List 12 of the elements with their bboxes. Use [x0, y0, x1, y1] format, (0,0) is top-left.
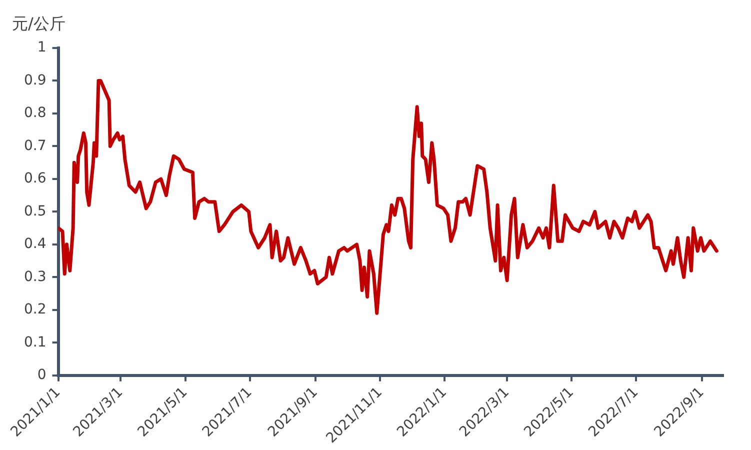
y-tick-label: 0.4 — [24, 236, 46, 252]
y-tick-label: 0.1 — [24, 334, 46, 350]
y-tick-label: 0.8 — [24, 105, 46, 122]
y-tick-label: 0 — [37, 367, 46, 383]
y-tick-label: 0.6 — [24, 170, 46, 187]
y-tick-label: 0.2 — [24, 302, 46, 318]
y-tick-label: 0.3 — [24, 268, 46, 285]
y-tick-label: 0.7 — [24, 138, 46, 154]
y-tick-label: 0.9 — [24, 72, 46, 88]
y-axis-title: 元/公斤 — [12, 14, 66, 35]
y-tick-label: 1 — [37, 40, 46, 56]
y-tick-label: 0.5 — [24, 203, 46, 220]
